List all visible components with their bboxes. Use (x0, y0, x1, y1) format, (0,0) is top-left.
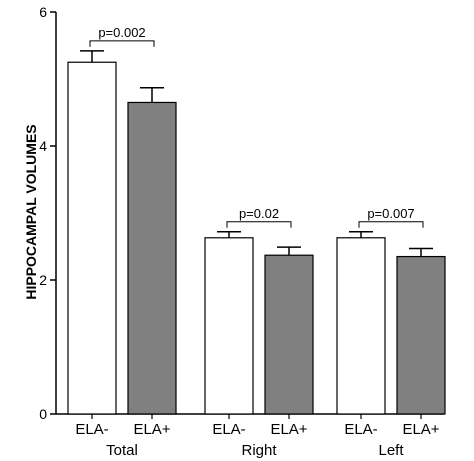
y-tick-label: 0 (39, 406, 47, 422)
significance-brackets: p=0.002 p=0.02 p=0.007 (89, 25, 424, 228)
category-label: ELA- (75, 421, 108, 438)
group-label-total: Total (106, 442, 138, 459)
category-label: ELA- (344, 421, 377, 438)
category-label: ELA+ (133, 421, 170, 438)
y-tick-label: 4 (39, 138, 47, 154)
bracket-right (226, 221, 292, 228)
p-value-left: p=0.007 (367, 206, 414, 221)
bracket-left (358, 221, 424, 228)
group-label-right: Right (241, 442, 277, 459)
bar-right-ela-minus (204, 237, 254, 415)
y-axis-title-group: HIPPOCAMPAL VOLUMES (23, 124, 39, 299)
group-label-left: Left (378, 442, 404, 459)
bar-right-ela-plus (264, 254, 314, 415)
category-label: ELA- (212, 421, 245, 438)
category-labels: ELA- ELA+ Total ELA- ELA+ Right ELA- ELA+ Left (75, 421, 439, 459)
y-tick-label: 6 (39, 4, 47, 20)
bar-total-ela-plus (127, 101, 177, 415)
bar-left-ela-minus (336, 237, 386, 415)
p-value-right: p=0.02 (239, 206, 279, 221)
category-label: ELA+ (270, 421, 307, 438)
error-bars (80, 50, 433, 257)
bracket-total (89, 40, 155, 47)
bars (67, 61, 446, 415)
category-label: ELA+ (402, 421, 439, 438)
y-tick-label: 2 (39, 272, 47, 288)
p-value-total: p=0.002 (98, 25, 145, 40)
y-axis-title: HIPPOCAMPAL VOLUMES (23, 124, 39, 299)
bar-left-ela-plus (396, 255, 446, 415)
bar-total-ela-minus (67, 61, 117, 415)
